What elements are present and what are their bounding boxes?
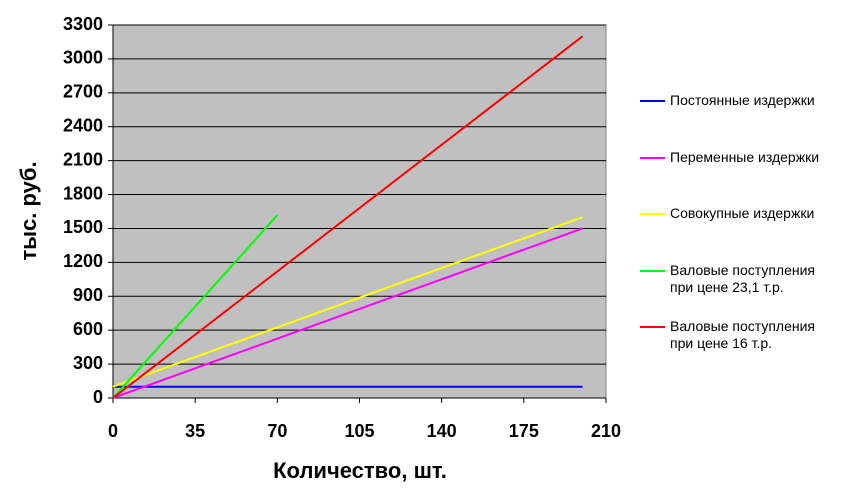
y-axis-title: тыс. руб. [16,161,41,260]
y-tick-label: 600 [73,319,103,339]
y-tick-label: 900 [73,285,103,305]
series-line [112,35,584,399]
x-tick-label: 70 [267,421,287,441]
y-tick-label: 0 [93,387,103,407]
y-tick-label: 3000 [63,48,103,68]
legend-label: Совокупные издержки [670,205,815,221]
y-tick-label: 1200 [63,251,103,271]
legend-label: Переменные издержки [670,149,820,165]
y-tick-label: 1800 [63,183,103,203]
series-line [112,214,279,399]
x-tick-label: 105 [344,421,374,441]
y-tick-label: 3300 [63,14,103,34]
x-tick-label: 0 [108,421,118,441]
y-tick-label: 2700 [63,82,103,102]
x-tick-label: 35 [185,421,205,441]
x-tick-label: 175 [509,421,539,441]
x-tick-label: 140 [427,421,457,441]
y-tick-label: 1500 [63,217,103,237]
series-line [112,216,583,388]
legend-label: Валовые поступления при цене 23,1 т.р. [670,262,816,295]
series-line [112,227,583,399]
y-tick-label: 300 [73,353,103,373]
x-tick-label: 210 [591,421,621,441]
y-tick-label: 2100 [63,149,103,169]
y-tick-label: 2400 [63,115,103,135]
x-axis-title: Количество, шт. [273,458,447,483]
legend-label: Постоянные издержки [670,92,815,108]
legend-label: Валовые поступления при цене 16 т.р. [670,318,816,351]
